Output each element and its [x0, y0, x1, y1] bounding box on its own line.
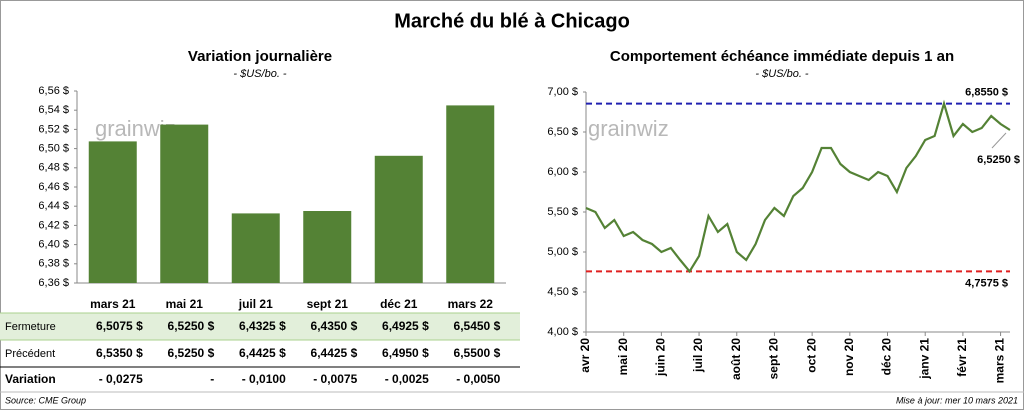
bar — [374, 155, 423, 283]
bar — [303, 211, 352, 283]
x-tick-label: oct 20 — [804, 338, 818, 373]
y-tick-label: 6,40 $ — [38, 239, 69, 251]
x-tick-label: mars 22 — [448, 297, 494, 311]
chart-subtitle: - $US/bo. - — [233, 68, 287, 80]
x-tick-label: déc 21 — [380, 297, 418, 311]
table-cell: 6,5450 $ — [454, 319, 501, 333]
updated: Mise à jour: mer 10 mars 2021 — [896, 395, 1018, 405]
row-highlight — [0, 313, 520, 340]
x-tick-label: mars 21 — [90, 297, 136, 311]
y-tick-label: 5,00 $ — [547, 246, 578, 258]
table-cell: - 0,0275 — [99, 372, 143, 386]
x-tick-label: déc 20 — [880, 338, 894, 376]
reference-label: 4,7575 $ — [965, 277, 1008, 289]
bar — [160, 124, 209, 283]
chart-title: Comportement échéance immédiate depuis 1… — [610, 48, 954, 65]
x-tick-label: sept 20 — [767, 338, 781, 380]
y-tick-label: 6,52 $ — [38, 123, 69, 135]
table-cell: 6,4950 $ — [382, 346, 429, 360]
y-tick-label: 4,00 $ — [547, 326, 578, 338]
table-cell: 6,4425 $ — [311, 346, 358, 360]
x-tick-label: sept 21 — [307, 297, 349, 311]
y-tick-label: 7,00 $ — [547, 86, 578, 98]
x-tick-label: mars 21 — [993, 338, 1007, 384]
y-tick-label: 6,48 $ — [38, 162, 69, 174]
x-tick-label: juin 20 — [654, 338, 668, 377]
x-tick-label: nov 20 — [842, 338, 856, 376]
price-line — [585, 99, 1011, 274]
table-cell: - 0,0050 — [456, 372, 500, 386]
y-tick-label: 5,50 $ — [547, 206, 578, 218]
row-label: Précédent — [5, 348, 55, 360]
x-tick-label: févr 21 — [955, 338, 969, 377]
y-tick-label: 6,54 $ — [38, 104, 69, 116]
watermark: grainwiz — [588, 116, 669, 141]
y-tick-label: 6,00 $ — [547, 166, 578, 178]
x-tick-label: janv 21 — [917, 338, 931, 380]
table-cell: 6,5250 $ — [168, 346, 215, 360]
y-tick-label: 6,50 $ — [547, 126, 578, 138]
reference-label: 6,8550 $ — [965, 87, 1008, 99]
y-tick-label: 6,46 $ — [38, 181, 69, 193]
y-tick-label: 6,56 $ — [38, 85, 69, 97]
table-cell: - — [210, 372, 214, 386]
y-tick-label: 6,50 $ — [38, 143, 69, 155]
table-cell: - 0,0075 — [313, 372, 357, 386]
row-label: Fermeture — [5, 321, 56, 333]
x-tick-label: juil 21 — [238, 297, 273, 311]
x-tick-label: avr 20 — [578, 338, 592, 373]
page-title: Marché du blé à Chicago — [394, 10, 630, 32]
table-cell: 6,4350 $ — [311, 319, 358, 333]
bar — [231, 213, 280, 283]
table-cell: - 0,0025 — [385, 372, 429, 386]
y-tick-label: 6,42 $ — [38, 219, 69, 231]
chart-subtitle: - $US/bo. - — [755, 68, 809, 80]
source: Source: CME Group — [5, 395, 86, 405]
y-tick-label: 6,36 $ — [38, 277, 69, 289]
chart-title: Variation journalière — [188, 48, 332, 65]
table-cell: 6,5075 $ — [96, 319, 143, 333]
x-tick-label: mai 21 — [166, 297, 204, 311]
y-tick-label: 6,38 $ — [38, 258, 69, 270]
table-cell: 6,5250 $ — [168, 319, 215, 333]
table-cell: 6,5500 $ — [454, 346, 501, 360]
table-cell: 6,4425 $ — [239, 346, 286, 360]
last-value-label: 6,5250 $ — [977, 154, 1020, 166]
table-cell: - 0,0100 — [242, 372, 286, 386]
x-tick-label: août 20 — [729, 338, 743, 380]
x-tick-label: mai 20 — [616, 338, 630, 376]
table-cell: 6,5350 $ — [96, 346, 143, 360]
leader — [991, 132, 1007, 149]
x-tick-label: juil 20 — [691, 338, 705, 373]
row-label: Variation — [5, 372, 56, 386]
table-cell: 6,4925 $ — [382, 319, 429, 333]
y-tick-label: 4,50 $ — [547, 286, 578, 298]
y-tick-label: 6,44 $ — [38, 200, 69, 212]
table-cell: 6,4325 $ — [239, 319, 286, 333]
bar — [88, 141, 137, 283]
bar — [446, 105, 495, 284]
